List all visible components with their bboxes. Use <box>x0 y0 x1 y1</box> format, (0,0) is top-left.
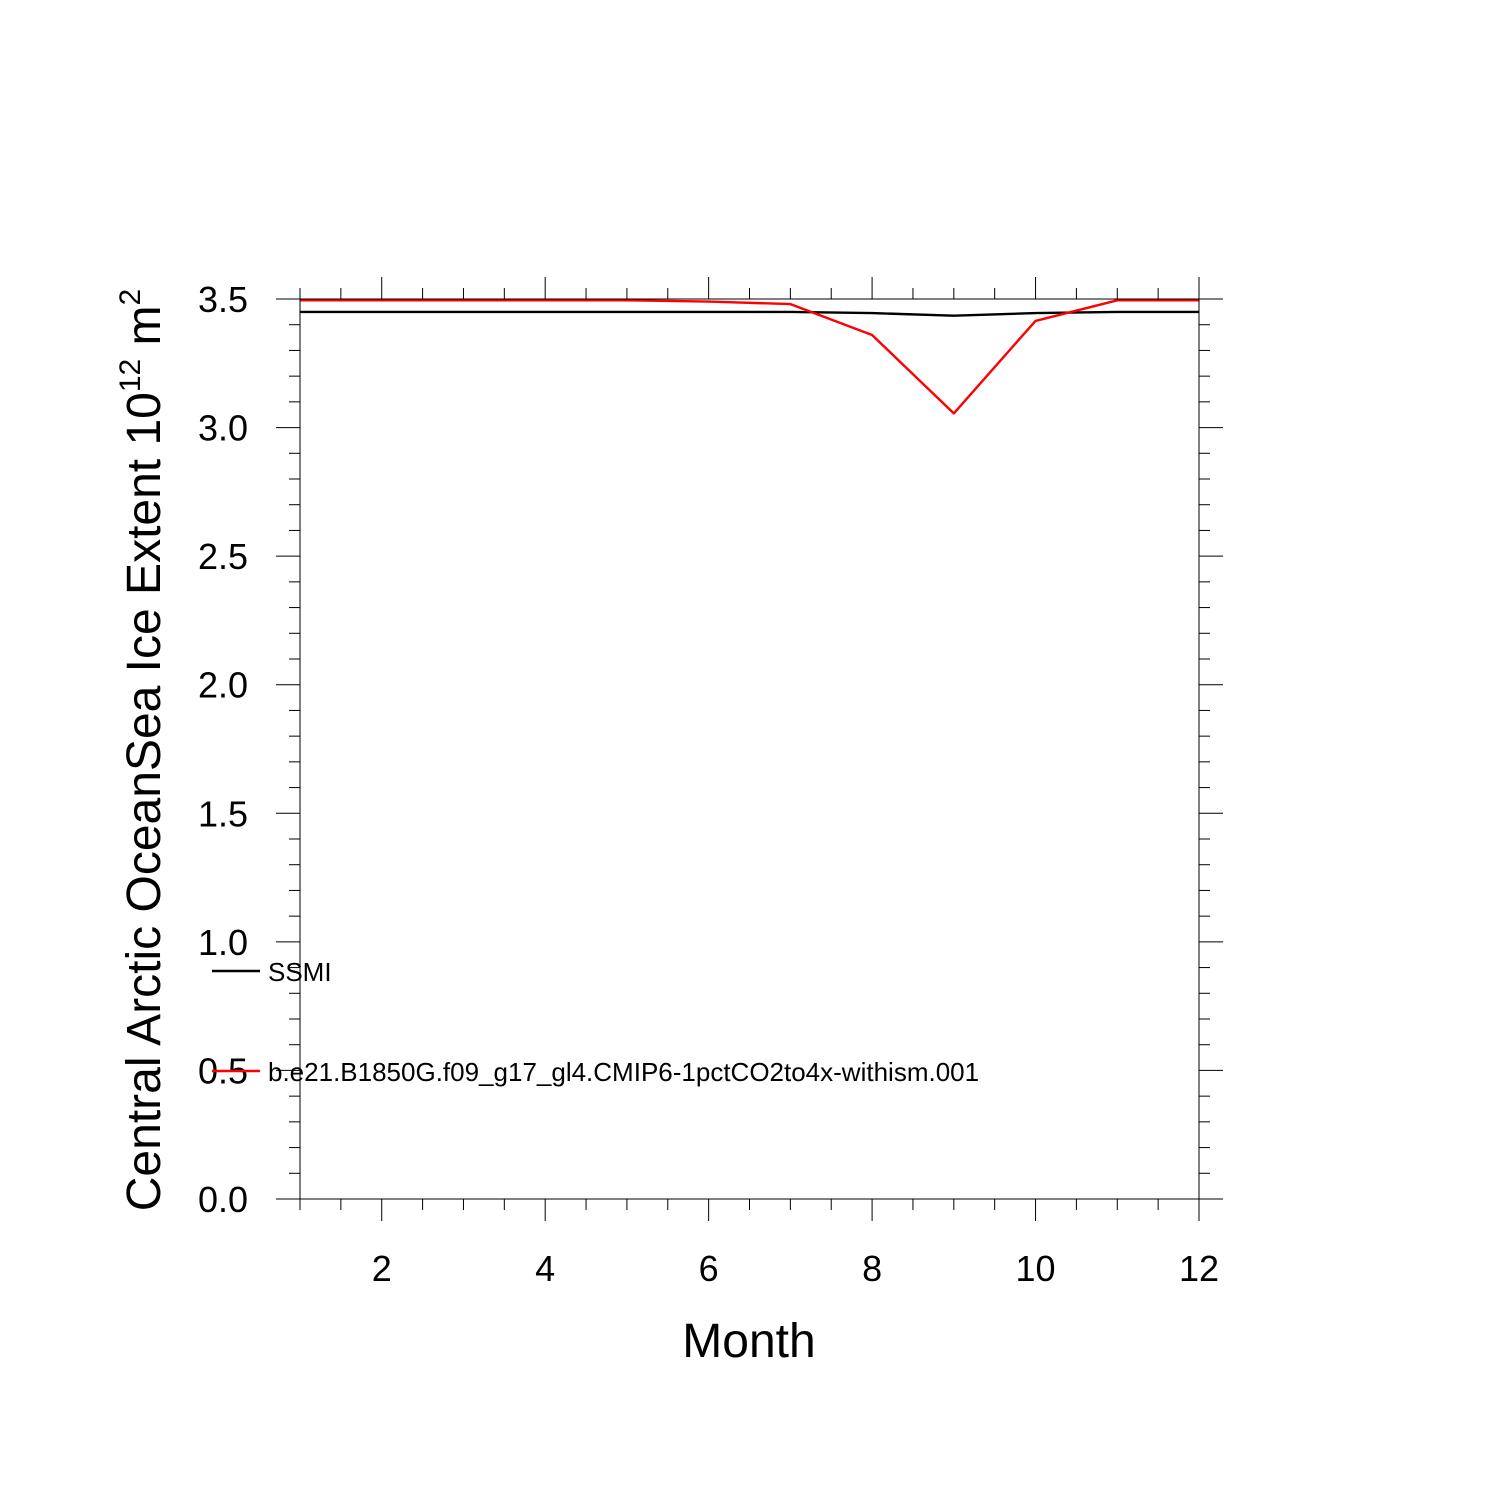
x-tick-label: 6 <box>699 1248 719 1289</box>
x-tick-labels: 2 4 6 8 10 12 <box>372 1248 1219 1289</box>
x-tick-label: 2 <box>372 1248 392 1289</box>
y-axis-title: Central Arctic OceanSea Ice Extent 1012 … <box>114 289 171 1211</box>
y-tick-label: 2.5 <box>198 536 248 577</box>
y-tick-label: 3.5 <box>198 279 248 320</box>
x-axis-title: Month <box>682 1315 815 1368</box>
x-tick-label: 10 <box>1016 1248 1056 1289</box>
y-axis-title-unit: m <box>118 305 171 358</box>
y-tick-label: 3.0 <box>198 408 248 449</box>
y-axis-title-unit-exponent: 2 <box>114 289 147 306</box>
legend-label: SSMI <box>268 957 332 987</box>
legend-label: b.e21.B1850G.f09_g17_gl4.CMIP6-1pctCO2to… <box>268 1057 979 1087</box>
minor-ticks <box>289 288 1210 1210</box>
x-tick-label: 12 <box>1179 1248 1219 1289</box>
y-tick-label: 1.5 <box>198 793 248 834</box>
series-line-ssmi <box>300 310 1199 317</box>
plot-frame <box>299 298 1200 1200</box>
y-tick-label: 0.0 <box>198 1179 248 1220</box>
y-tick-labels: 0.00.51.01.52.02.53.03.5 <box>198 279 248 1220</box>
y-tick-label: 2.0 <box>198 665 248 706</box>
y-axis-title-main: Central Arctic OceanSea Ice Extent 10 <box>118 392 171 1211</box>
series-lines <box>300 299 1199 415</box>
y-axis-title-exponent: 12 <box>114 359 147 392</box>
y-tick-label: 1.0 <box>198 922 248 963</box>
major-ticks <box>276 277 1223 1221</box>
x-tick-label: 8 <box>862 1248 882 1289</box>
legend: SSMI b.e21.B1850G.f09_g17_gl4.CMIP6-1pctC… <box>212 957 979 1087</box>
series-line-model <box>300 299 1199 415</box>
x-tick-label: 4 <box>535 1248 555 1289</box>
